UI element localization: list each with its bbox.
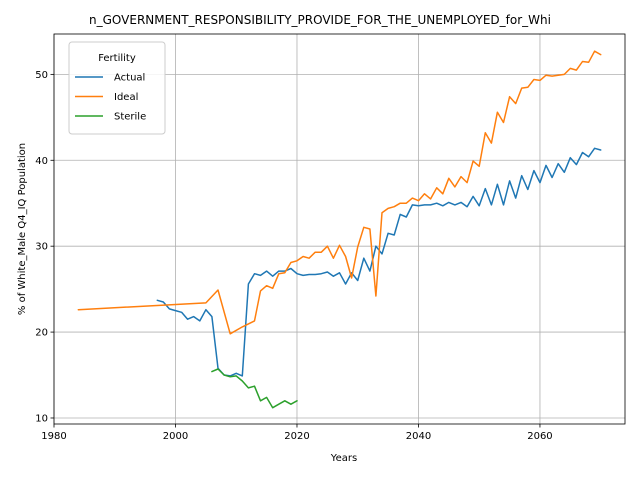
y-tick-label: 20 xyxy=(35,328,48,339)
x-tick-label: 1980 xyxy=(41,431,66,442)
x-tick-label: 2040 xyxy=(406,431,431,442)
grid xyxy=(53,34,625,424)
y-tick-label: 30 xyxy=(35,242,48,253)
legend-box xyxy=(68,41,166,135)
x-tick-label: 2000 xyxy=(163,431,188,442)
legend-label-sterile: Sterile xyxy=(114,112,146,123)
axis-ticks: 1980 2000 2020 2040 2060 10 20 30 40 50 xyxy=(35,70,552,442)
x-axis-label: Years xyxy=(330,453,357,464)
legend-label-actual: Actual xyxy=(114,73,145,84)
series-lines xyxy=(77,50,602,409)
legend-label-ideal: Ideal xyxy=(114,92,138,103)
y-tick-label: 50 xyxy=(35,70,48,81)
x-tick-label: 2060 xyxy=(527,431,552,442)
chart-title: n_GOVERNMENT_RESPONSIBILITY_PROVIDE_FOR_… xyxy=(89,13,551,27)
y-tick-label: 10 xyxy=(35,413,48,424)
x-tick-label: 2020 xyxy=(284,431,309,442)
series-line-ideal xyxy=(77,50,602,335)
plot-area-frame xyxy=(53,33,626,425)
series-line-sterile xyxy=(211,368,298,409)
legend-title: Fertility xyxy=(98,53,136,64)
y-tick-label: 40 xyxy=(35,156,48,167)
y-axis-label: % of White_Male Q4_IQ Population xyxy=(17,143,28,315)
legend: Fertility Actual Ideal Sterile xyxy=(68,41,166,135)
